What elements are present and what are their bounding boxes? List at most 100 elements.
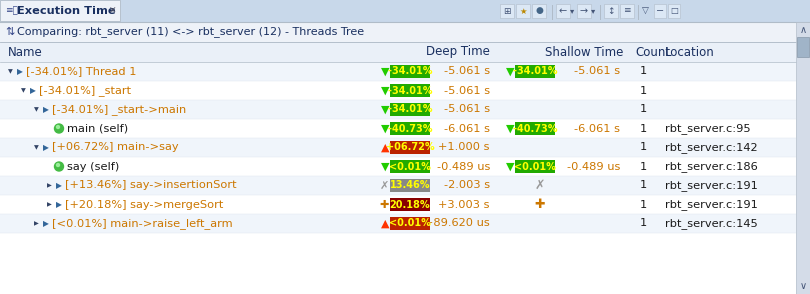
Text: say (self): say (self) (67, 161, 119, 171)
Text: ✕: ✕ (109, 6, 116, 16)
Text: <0.01%: <0.01% (389, 161, 431, 171)
Text: 1: 1 (639, 143, 646, 153)
Text: ▲: ▲ (381, 218, 389, 228)
Text: ▼: ▼ (8, 69, 13, 74)
Text: ▽: ▽ (642, 6, 649, 16)
Text: [+06.72%] main->say: [+06.72%] main->say (52, 143, 179, 153)
Text: <0.01%: <0.01% (514, 161, 556, 171)
Text: 1: 1 (639, 161, 646, 171)
Text: rbt_server.c:191: rbt_server.c:191 (665, 199, 758, 210)
Circle shape (57, 126, 59, 128)
Text: ▼: ▼ (505, 66, 514, 76)
Text: rbt_server.c:142: rbt_server.c:142 (665, 142, 757, 153)
Text: ▾: ▾ (590, 6, 595, 16)
Bar (0, 157, 796, 176)
Bar (390, 141, 430, 154)
Bar (390, 160, 430, 173)
Text: ≡: ≡ (623, 6, 631, 16)
Text: ▶: ▶ (56, 200, 62, 209)
Text: 20.18%: 20.18% (390, 200, 430, 210)
Text: -5.061 s: -5.061 s (444, 104, 490, 114)
Text: ✗: ✗ (380, 181, 389, 191)
Bar (390, 84, 430, 97)
Circle shape (54, 162, 63, 171)
Bar (0, 176, 796, 195)
Text: ▼: ▼ (381, 161, 389, 171)
Text: Location: Location (665, 46, 714, 59)
Bar (390, 103, 430, 116)
Bar (0, 195, 796, 214)
Text: Comparing: rbt_server (11) <-> rbt_server (12) - Threads Tree: Comparing: rbt_server (11) <-> rbt_serve… (17, 26, 364, 37)
Text: Shallow Time: Shallow Time (545, 46, 624, 59)
Bar (0, 0, 810, 22)
Text: +06​.72%: +06​.72% (386, 143, 434, 153)
Text: ✚: ✚ (535, 198, 545, 211)
Bar (577, 4, 591, 18)
Text: [-34.01%] Thread 1: [-34.01%] Thread 1 (26, 66, 137, 76)
Text: →: → (580, 6, 588, 16)
Bar (797, 37, 809, 57)
Bar (390, 65, 430, 78)
Text: ∧: ∧ (799, 25, 807, 35)
Text: -6.061 s: -6.061 s (574, 123, 620, 133)
Text: ▶: ▶ (47, 202, 52, 207)
Text: ∨: ∨ (799, 281, 807, 291)
Text: [+13.46%] say->insertionSort: [+13.46%] say->insertionSort (65, 181, 237, 191)
Bar (390, 122, 430, 135)
Bar (654, 4, 666, 18)
Text: 1: 1 (639, 218, 646, 228)
Text: ▼: ▼ (21, 88, 26, 93)
Text: Execution Time: Execution Time (17, 6, 116, 16)
Text: ▲: ▲ (381, 143, 389, 153)
Text: ←: ← (559, 6, 567, 16)
Text: -0.489 us: -0.489 us (437, 161, 490, 171)
Text: -34​.01%: -34​.01% (388, 86, 433, 96)
Text: +1.000 s: +1.000 s (438, 143, 490, 153)
Text: rbt_server.c:186: rbt_server.c:186 (665, 161, 757, 172)
Text: ▾: ▾ (570, 6, 574, 16)
Text: ▶: ▶ (43, 143, 49, 152)
Text: 1: 1 (639, 66, 646, 76)
Text: -40​.73%: -40​.73% (388, 123, 433, 133)
Bar (0, 138, 796, 157)
Bar (516, 4, 530, 18)
Text: -2.003 s: -2.003 s (444, 181, 490, 191)
Text: -0.489 us: -0.489 us (567, 161, 620, 171)
Text: ▶: ▶ (43, 219, 49, 228)
Bar (0, 62, 796, 81)
Text: [<0.01%] main->raise_left_arm: [<0.01%] main->raise_left_arm (52, 218, 232, 229)
Text: rbt_server.c:191: rbt_server.c:191 (665, 180, 758, 191)
Text: -3​4.01%: -3​4.01% (513, 66, 557, 76)
Text: -5.061 s: -5.061 s (444, 66, 490, 76)
Text: ▶: ▶ (43, 105, 49, 114)
Text: ▼: ▼ (381, 104, 389, 114)
Text: 1: 1 (639, 200, 646, 210)
Text: ▼: ▼ (505, 161, 514, 171)
Text: -6.061 s: -6.061 s (444, 123, 490, 133)
Text: main (self): main (self) (67, 123, 128, 133)
Bar (515, 160, 555, 173)
Text: -5.061 s: -5.061 s (573, 66, 620, 76)
Text: −: − (656, 6, 664, 16)
Text: +3.003 s: +3.003 s (438, 200, 490, 210)
Text: Deep Time: Deep Time (426, 46, 490, 59)
Text: ▼: ▼ (381, 123, 389, 133)
Text: ●: ● (535, 6, 543, 16)
Text: -34​.01%: -34​.01% (388, 66, 433, 76)
Text: ≡⌛: ≡⌛ (5, 6, 18, 16)
Text: [-34.01%] _start: [-34.01%] _start (39, 85, 131, 96)
Text: ▶: ▶ (17, 67, 23, 76)
Bar (515, 122, 555, 135)
Text: □: □ (670, 6, 678, 16)
Text: ★: ★ (519, 6, 526, 16)
Text: Count: Count (635, 46, 670, 59)
Text: 1: 1 (639, 181, 646, 191)
Text: 1: 1 (639, 86, 646, 96)
Text: [+20.18%] say->mergeSort: [+20.18%] say->mergeSort (65, 200, 224, 210)
Text: -40​.73%: -40​.73% (513, 123, 557, 133)
Text: ▼: ▼ (505, 123, 514, 133)
Bar (532, 4, 546, 18)
Text: ▼: ▼ (381, 66, 389, 76)
Bar (390, 217, 430, 230)
Text: ↕: ↕ (608, 6, 615, 16)
